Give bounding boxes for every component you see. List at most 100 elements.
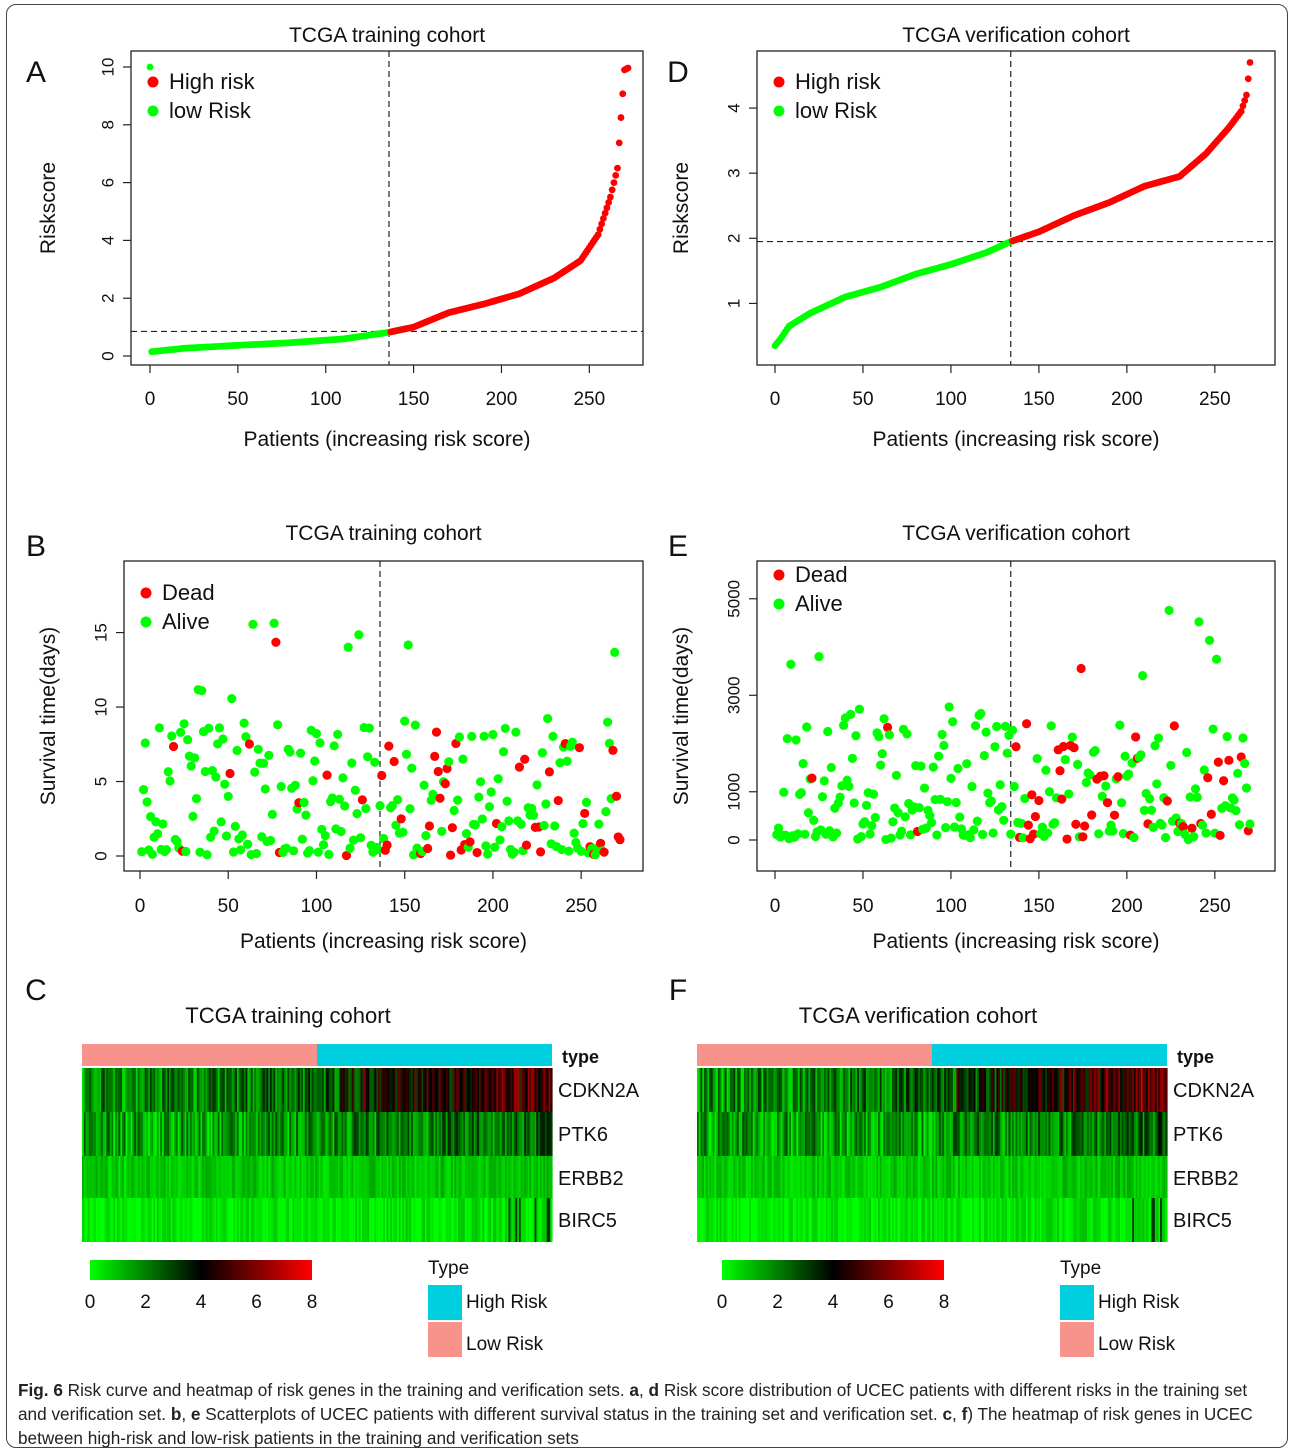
heatmap-cell — [860, 1198, 863, 1242]
risk-point-a — [617, 114, 625, 121]
heatmap-cell — [390, 1198, 393, 1242]
heatmap-cell — [170, 1198, 174, 1242]
heatmap-cell — [515, 1068, 518, 1112]
heatmap-cell — [158, 1068, 161, 1112]
heatmap-cell — [791, 1068, 794, 1112]
heatmap-cell — [141, 1112, 144, 1156]
heatmap-cell — [156, 1198, 160, 1242]
survival-point-b — [183, 735, 193, 745]
heatmap-cell — [867, 1112, 870, 1156]
survival-point-b — [258, 758, 269, 768]
heatmap-cell — [430, 1198, 433, 1242]
heatmap-cell — [822, 1156, 825, 1200]
heatmap-cell — [831, 1198, 834, 1242]
heatmap-cell — [531, 1068, 534, 1112]
heatmap-cell — [498, 1068, 501, 1112]
survival-point-e — [802, 722, 812, 732]
heatmap-cell — [146, 1112, 149, 1156]
heatmap-cell — [426, 1068, 430, 1112]
heatmap-cell — [188, 1198, 191, 1242]
panel-letter-d: D — [667, 56, 689, 89]
heatmap-cell — [1123, 1198, 1126, 1242]
heatmap-cell — [449, 1112, 452, 1156]
heatmap-cell — [1032, 1198, 1036, 1242]
heatmap-cell — [536, 1112, 539, 1156]
heatmap-cell — [416, 1198, 419, 1242]
heatmap-cell — [716, 1198, 719, 1242]
heatmap-cell — [1024, 1068, 1027, 1112]
heatmap-cell — [482, 1068, 485, 1112]
heatmap-cell — [264, 1156, 268, 1200]
heatmap-cell — [1085, 1068, 1088, 1112]
survival-point-e — [1037, 822, 1048, 832]
heatmap-cell — [536, 1156, 539, 1200]
heatmap-cell — [548, 1112, 551, 1156]
heatmap-cell — [153, 1198, 156, 1242]
heatmap-cell — [412, 1068, 416, 1112]
heatmap-cell — [1113, 1068, 1116, 1112]
heatmap-cell — [367, 1198, 370, 1242]
survival-point-b — [290, 780, 300, 791]
heatmap-cell — [388, 1068, 391, 1112]
heatmap-cell — [973, 1068, 977, 1112]
survival-point-e — [902, 729, 912, 739]
heatmap-cell — [397, 1198, 400, 1242]
survival-point-e — [977, 829, 988, 840]
heatmap-cell — [796, 1112, 799, 1156]
heatmap-cell — [266, 1068, 269, 1112]
heatmap-cell — [411, 1156, 414, 1200]
heatmap-cell — [1019, 1068, 1022, 1112]
heatmap-cell — [717, 1156, 721, 1200]
heatmap-cell — [87, 1112, 90, 1156]
heatmap-cell — [977, 1112, 980, 1156]
risk-point-d — [1246, 59, 1254, 66]
survival-point-b — [235, 845, 246, 855]
heatmap-cell — [1130, 1112, 1133, 1156]
heatmap-cell — [529, 1112, 532, 1156]
heatmap-cell — [886, 1112, 890, 1156]
heatmap-cell — [236, 1198, 240, 1242]
heatmap-cell — [728, 1156, 731, 1200]
heatmap-cell — [482, 1156, 485, 1200]
heatmap-row-label-c: CDKN2A — [558, 1080, 640, 1102]
legend-marker-b-2 — [140, 616, 152, 628]
heatmap-cell — [813, 1112, 816, 1156]
heatmap-cell — [454, 1156, 457, 1200]
heatmap-cell — [858, 1156, 862, 1200]
heatmap-cell — [1022, 1068, 1025, 1112]
heatmap-cell — [454, 1198, 457, 1242]
heatmap-cell — [1052, 1068, 1055, 1112]
heatmap-cell — [886, 1156, 890, 1200]
heatmap-cell — [709, 1068, 712, 1112]
heatmap-cell — [1052, 1198, 1055, 1242]
heatmap-cell — [475, 1156, 478, 1200]
heatmap-cell — [937, 1112, 940, 1156]
heatmap-cell — [308, 1112, 311, 1156]
heatmap-cell — [1144, 1156, 1147, 1200]
heatmap-cell — [921, 1156, 924, 1200]
heatmap-cell — [163, 1112, 167, 1156]
heatmap-cell — [749, 1068, 752, 1112]
heatmap-cell — [341, 1112, 344, 1156]
heatmap-cell — [88, 1068, 92, 1112]
heatmap-cell — [796, 1068, 799, 1112]
heatmap-cell — [346, 1112, 349, 1156]
heatmap-cell — [351, 1112, 355, 1156]
heatmap-cell — [383, 1112, 386, 1156]
survival-point-b — [347, 758, 357, 768]
heatmap-cell — [315, 1068, 318, 1112]
survival-point-e — [916, 761, 926, 771]
heatmap-cell — [219, 1198, 222, 1242]
heatmap-cell — [891, 1156, 895, 1200]
heatmap-cell — [346, 1156, 349, 1200]
heatmap-cell — [271, 1068, 275, 1112]
heatmap-cell — [170, 1112, 174, 1156]
heatmap-cell — [273, 1156, 276, 1200]
heatmap-cell — [433, 1198, 436, 1242]
heatmap-cell — [918, 1198, 921, 1242]
heatmap-cell — [353, 1198, 356, 1242]
heatmap-cell — [440, 1068, 443, 1112]
heatmap-cell — [395, 1156, 398, 1200]
heatmap-cell — [827, 1068, 830, 1112]
heatmap-cell — [851, 1112, 855, 1156]
